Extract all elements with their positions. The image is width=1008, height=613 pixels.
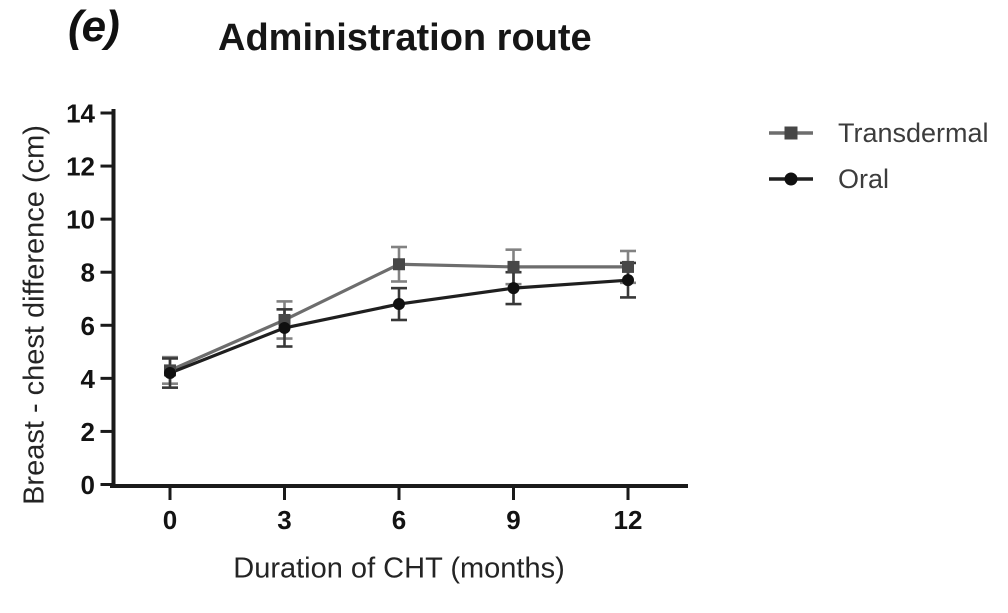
y-tick-label: 8 xyxy=(81,258,95,288)
circle-marker-swatch-icon xyxy=(769,172,813,186)
y-tick-label: 4 xyxy=(81,364,96,394)
square-marker-swatch-icon xyxy=(769,126,813,140)
legend-item-transdermal: Transdermal xyxy=(768,118,989,148)
y-tick-label: 6 xyxy=(81,311,95,341)
y-tick-label: 10 xyxy=(66,205,95,235)
markers-oral xyxy=(164,274,634,380)
x-tick-label: 9 xyxy=(506,505,520,535)
y-tick-label: 0 xyxy=(81,470,95,500)
x-axis-label: Duration of CHT (months) xyxy=(233,552,565,585)
legend: Transdermal Oral xyxy=(768,118,989,194)
x-tick-label: 6 xyxy=(392,505,406,535)
x-tick-label: 3 xyxy=(277,505,291,535)
legend-label: Transdermal xyxy=(838,117,989,148)
y-tick-label: 2 xyxy=(81,417,95,447)
chart-title: Administration route xyxy=(218,17,592,59)
legend-item-oral: Oral xyxy=(768,164,989,194)
panel-label: (e) xyxy=(68,2,120,51)
x-tick-label: 0 xyxy=(163,505,177,535)
legend-label: Oral xyxy=(838,163,890,194)
y-tick-label: 12 xyxy=(66,152,95,182)
x-tick-label: 12 xyxy=(614,505,643,535)
y-axis-label: Breast - chest difference (cm) xyxy=(18,125,51,505)
y-tick-label: 14 xyxy=(66,99,95,129)
